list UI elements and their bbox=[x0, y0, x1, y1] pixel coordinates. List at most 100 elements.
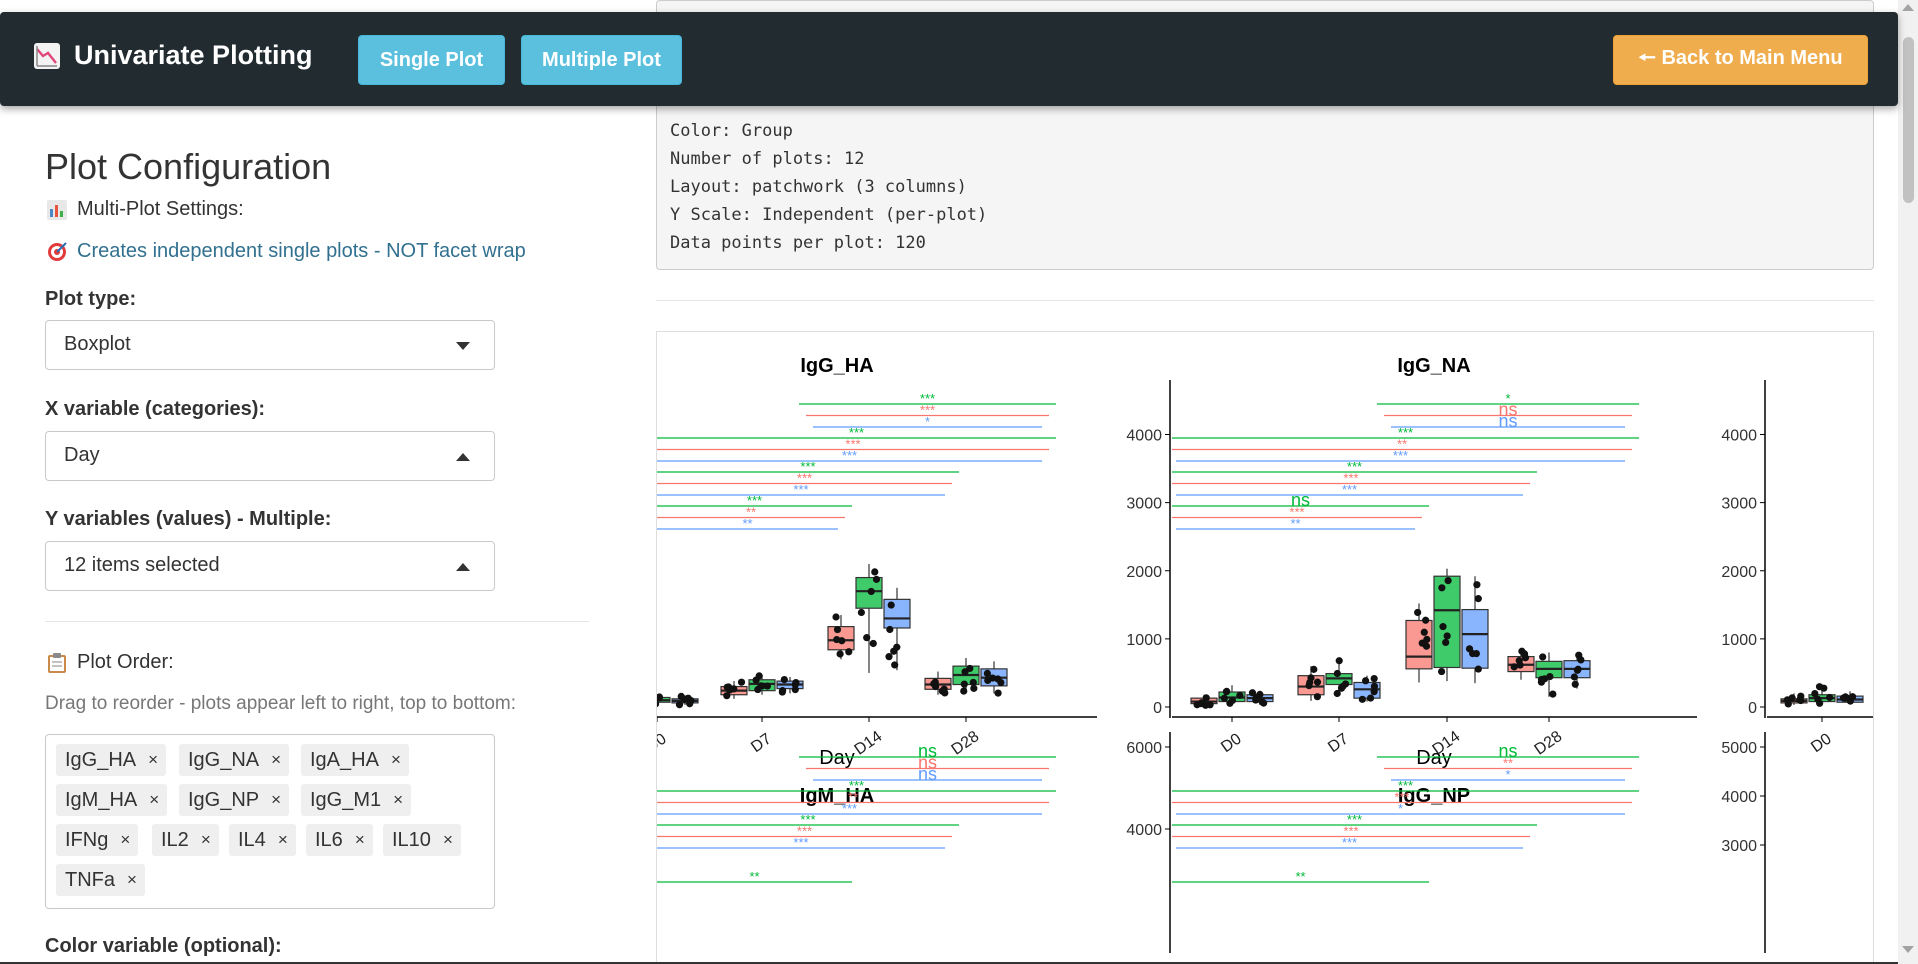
order-tag-iga-ha[interactable]: IgA_HA × bbox=[301, 744, 409, 776]
order-tag-il6[interactable]: IL6 × bbox=[306, 824, 373, 856]
remove-icon[interactable]: × bbox=[127, 870, 137, 889]
data-point bbox=[1474, 665, 1482, 673]
data-point bbox=[1571, 680, 1579, 688]
significance-label: *** bbox=[793, 835, 808, 850]
remove-icon[interactable]: × bbox=[148, 750, 159, 769]
info-text: Creates independent single plots - NOT f… bbox=[77, 240, 526, 262]
x-axis-label: Day bbox=[1416, 747, 1452, 769]
plot-panel-partial-5: 3000 4000 5000 bbox=[1721, 732, 1766, 953]
order-tag-igg-np[interactable]: IgG_NP × bbox=[179, 784, 290, 816]
data-point bbox=[737, 678, 746, 686]
significance-label: *** bbox=[1398, 778, 1413, 793]
significance-label: * bbox=[1505, 767, 1510, 782]
back-to-main-menu-button[interactable]: 🠔 Back to Main Menu bbox=[1613, 35, 1868, 85]
significance-label: *** bbox=[842, 801, 857, 816]
order-tag-ifng[interactable]: IFNg × bbox=[56, 824, 139, 856]
scroll-down-icon[interactable] bbox=[1902, 946, 1914, 953]
order-tag-tnfa[interactable]: TNFa × bbox=[56, 864, 145, 896]
remove-icon[interactable]: × bbox=[271, 790, 282, 809]
info-row: Creates independent single plots - NOT f… bbox=[47, 240, 526, 263]
data-point bbox=[886, 625, 894, 634]
remove-icon[interactable]: × bbox=[149, 790, 160, 809]
main-divider bbox=[656, 300, 1874, 301]
page-scrollbar[interactable] bbox=[1898, 0, 1918, 964]
data-point bbox=[1341, 680, 1350, 688]
y-variables-select[interactable]: 12 items selected bbox=[45, 541, 495, 591]
remove-icon[interactable]: × bbox=[393, 790, 404, 809]
order-tag-igg-ha[interactable]: IgG_HA × bbox=[56, 744, 167, 776]
significance-label: *** bbox=[920, 391, 935, 406]
x-tick-label: D0 bbox=[657, 730, 670, 756]
data-point bbox=[1549, 690, 1557, 698]
significance-label: ** bbox=[749, 869, 759, 884]
significance-label: ns bbox=[918, 741, 937, 761]
significance-label: *** bbox=[845, 437, 860, 452]
data-point bbox=[845, 648, 853, 656]
significance-label: * bbox=[1398, 801, 1403, 816]
remove-icon[interactable]: × bbox=[354, 830, 365, 849]
order-tag-igm-ha[interactable]: IgM_HA × bbox=[56, 784, 168, 816]
clipboard-icon bbox=[48, 652, 66, 673]
data-point bbox=[723, 692, 731, 700]
order-tag-il10[interactable]: IL10 × bbox=[383, 824, 461, 856]
plot-type-value: Boxplot bbox=[64, 333, 131, 355]
data-point bbox=[763, 682, 772, 690]
y-tick-label: 0 bbox=[1748, 700, 1757, 717]
remove-icon[interactable]: × bbox=[200, 830, 211, 849]
y-tick-label: 2000 bbox=[1126, 564, 1162, 581]
chart-decreasing-icon bbox=[34, 42, 60, 69]
data-point bbox=[657, 700, 660, 708]
order-tag-il4[interactable]: IL4 × bbox=[229, 824, 296, 856]
significance-label: *** bbox=[793, 482, 808, 497]
data-point bbox=[1358, 695, 1366, 703]
box-body bbox=[1433, 575, 1461, 669]
single-plot-button[interactable]: Single Plot bbox=[358, 35, 505, 85]
order-tag-igg-m1[interactable]: IgG_M1 × bbox=[301, 784, 412, 816]
multiple-plot-button[interactable]: Multiple Plot bbox=[521, 35, 682, 85]
remove-icon[interactable]: × bbox=[442, 830, 453, 849]
x-tick-label: D0 bbox=[1218, 730, 1245, 756]
x-axis-label: Day bbox=[819, 747, 855, 769]
y-tick-label: 4000 bbox=[1721, 789, 1757, 806]
data-point bbox=[686, 700, 694, 708]
plot-type-select[interactable]: Boxplot bbox=[45, 320, 495, 370]
significance-label: *** bbox=[1398, 425, 1413, 440]
main-panel: Color: Group Number of plots: 12 Layout:… bbox=[656, 0, 1874, 964]
data-point bbox=[869, 639, 877, 648]
data-point bbox=[1256, 690, 1264, 699]
data-point bbox=[791, 680, 799, 689]
significance-label: *** bbox=[1393, 448, 1408, 463]
plot-title: IgG_NA bbox=[1397, 355, 1470, 377]
remove-icon[interactable]: × bbox=[271, 750, 282, 769]
data-point bbox=[752, 676, 760, 684]
significance-label: *** bbox=[1343, 471, 1358, 486]
chevron-up-icon bbox=[456, 453, 470, 461]
remove-icon[interactable]: × bbox=[277, 830, 288, 849]
x-variable-select[interactable]: Day bbox=[45, 431, 495, 481]
remove-icon[interactable]: × bbox=[120, 830, 131, 849]
significance-label: ns bbox=[1498, 400, 1517, 420]
data-point bbox=[1335, 657, 1343, 665]
multi-plot-settings-row: Multi-Plot Settings: bbox=[47, 198, 244, 221]
scrollbar-thumb[interactable] bbox=[1903, 37, 1914, 203]
data-point bbox=[1370, 674, 1378, 683]
significance-label: ns bbox=[1498, 411, 1517, 431]
data-point bbox=[1816, 699, 1824, 707]
data-point bbox=[1313, 693, 1321, 701]
order-tag-igg-na[interactable]: IgG_NA × bbox=[179, 744, 290, 776]
plot-order-list[interactable]: IgG_HA × IgG_NA × IgA_HA × IgM_HA × IgG_NP × … bbox=[45, 734, 495, 909]
scroll-up-icon[interactable] bbox=[1902, 4, 1914, 11]
data-point bbox=[960, 680, 968, 688]
data-point bbox=[1570, 673, 1578, 681]
x-tick-label: D7 bbox=[1325, 730, 1352, 756]
x-tick-label: D28 bbox=[1532, 728, 1566, 759]
remove-icon[interactable]: × bbox=[390, 750, 401, 769]
data-point bbox=[1444, 577, 1452, 585]
data-point bbox=[885, 653, 893, 661]
order-tag-il2[interactable]: IL2 × bbox=[152, 824, 219, 856]
y-variables-value: 12 items selected bbox=[64, 554, 220, 576]
significance-label: *** bbox=[747, 493, 762, 508]
